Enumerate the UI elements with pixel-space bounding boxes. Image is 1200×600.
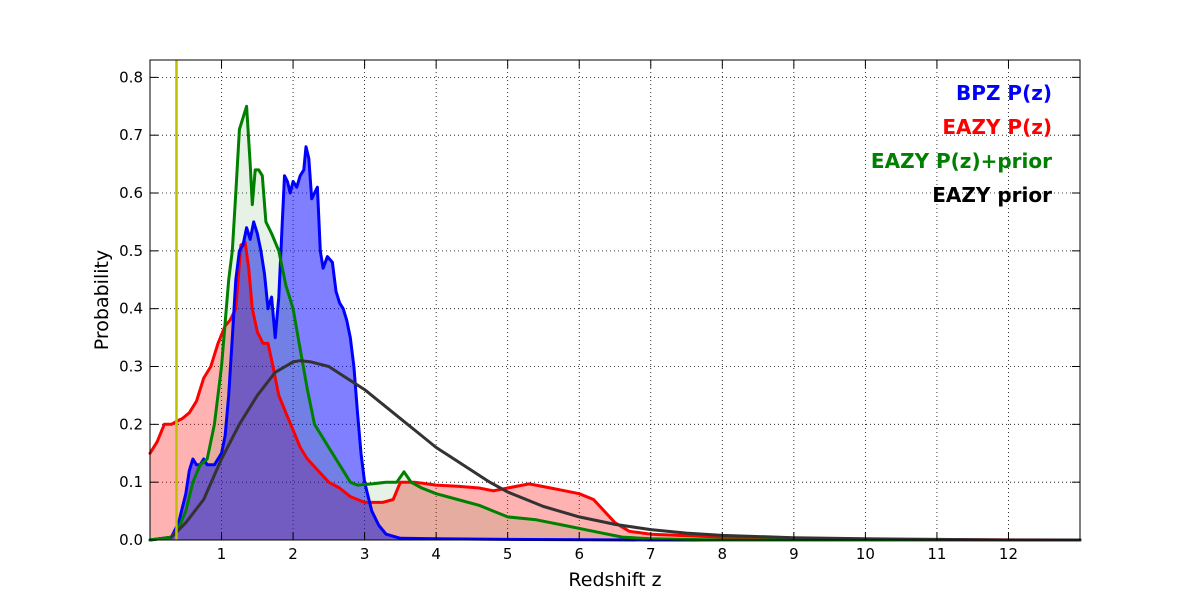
x-tick-label: 5 [503,545,513,563]
y-tick-label: 0.5 [119,242,143,260]
y-tick-label: 0.0 [119,531,143,549]
series-line-eazy-prior [170,359,1082,542]
x-axis-label: Redshift z [568,569,661,591]
y-axis-label: Probability [91,250,113,350]
x-tick-label: 4 [431,545,441,563]
x-tick-label: 10 [856,545,875,563]
series-line-eazy-p-z [148,240,1082,542]
legend: BPZ P(z) EAZY P(z) EAZY P(z)+prior EAZY pri… [871,81,1052,207]
y-tick-label: 0.1 [119,473,143,491]
axis-ticks: 1 2 3 4 5 6 7 8 9 10 11 120.00.10.20.30.40.50.60.70… [119,60,1080,563]
x-tick-label: 6 [574,545,584,563]
legend-entry-eazy-prior: EAZY prior [932,183,1052,207]
grid-lines [150,60,1080,541]
x-tick-label: 1 [217,545,227,563]
y-tick-label: 0.7 [119,126,143,144]
y-tick-label: 0.2 [119,415,143,433]
legend-entry-eazy-p-z: EAZY P(z) [942,115,1052,139]
series-line-bpz-p-z [148,145,1082,542]
series-fill-eazy-p-z-prior [150,106,1080,541]
series-fills [150,106,1080,541]
legend-entry-eazy-p-z-prior: EAZY P(z)+prior [871,149,1052,173]
x-tick-label: 9 [789,545,799,563]
y-tick-label: 0.4 [119,300,143,318]
x-tick-label: 3 [360,545,370,563]
y-tick-label: 0.3 [119,358,143,376]
x-tick-label: 7 [646,545,656,563]
x-tick-label: 12 [999,545,1018,563]
series-fill-bpz-p-z [150,146,1080,540]
legend-entry-bpz-p-z: BPZ P(z) [956,81,1052,105]
plot-frame [149,59,1081,541]
x-tick-label: 11 [927,545,946,563]
series-line-eazy-p-z-prior [148,104,1082,542]
series-lines [148,104,1082,542]
x-tick-label: 8 [718,545,728,563]
y-tick-label: 0.6 [119,184,143,202]
y-tick-label: 0.8 [119,68,143,86]
x-tick-label: 2 [288,545,298,563]
